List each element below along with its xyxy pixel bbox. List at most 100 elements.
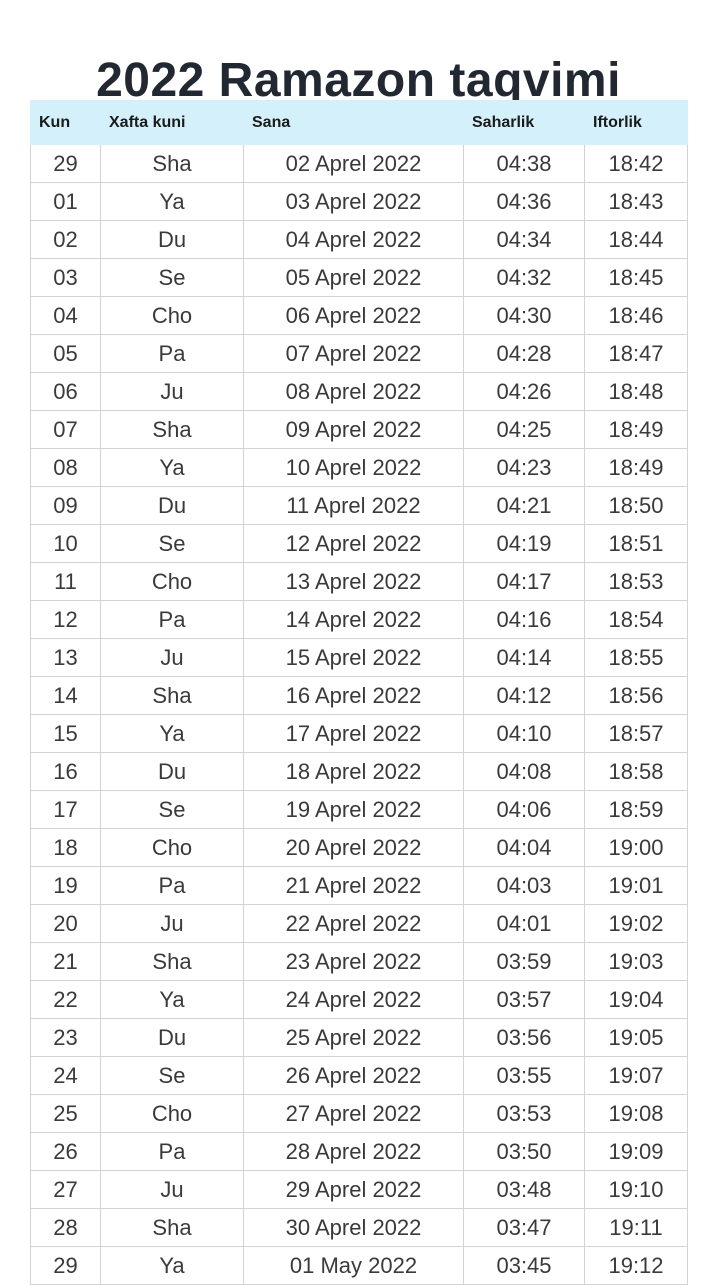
cell-date: 04 Aprel 2022 <box>243 220 464 259</box>
cell-date: 11 Aprel 2022 <box>243 486 464 525</box>
cell-kun: 21 <box>30 942 101 981</box>
cell-kun: 15 <box>30 714 101 753</box>
table-row: 16 Du 18 Aprel 2022 04:08 18:58 <box>30 752 688 791</box>
cell-kun: 02 <box>30 220 101 259</box>
cell-iftorlik: 19:02 <box>584 904 688 943</box>
cell-weekday: Sha <box>100 942 244 981</box>
cell-iftorlik: 19:04 <box>584 980 688 1019</box>
cell-saharlik: 04:06 <box>463 790 585 829</box>
cell-iftorlik: 18:42 <box>584 144 688 183</box>
header-kun: Kun <box>30 100 101 145</box>
cell-kun: 11 <box>30 562 101 601</box>
header-row: Kun Xafta kuni Sana Saharlik Iftorlik <box>30 100 688 145</box>
cell-kun: 10 <box>30 524 101 563</box>
cell-saharlik: 03:47 <box>463 1208 585 1247</box>
cell-kun: 08 <box>30 448 101 487</box>
header-iftorlik: Iftorlik <box>584 100 688 145</box>
cell-kun: 03 <box>30 258 101 297</box>
table-row: 26 Pa 28 Aprel 2022 03:50 19:09 <box>30 1132 688 1171</box>
table-row: 24 Se 26 Aprel 2022 03:55 19:07 <box>30 1056 688 1095</box>
cell-date: 06 Aprel 2022 <box>243 296 464 335</box>
cell-date: 28 Aprel 2022 <box>243 1132 464 1171</box>
cell-iftorlik: 19:10 <box>584 1170 688 1209</box>
table-row: 02 Du 04 Aprel 2022 04:34 18:44 <box>30 220 688 259</box>
table-row: 01 Ya 03 Aprel 2022 04:36 18:43 <box>30 182 688 221</box>
cell-date: 17 Aprel 2022 <box>243 714 464 753</box>
cell-saharlik: 04:01 <box>463 904 585 943</box>
cell-weekday: Ju <box>100 1170 244 1209</box>
cell-kun: 06 <box>30 372 101 411</box>
cell-date: 26 Aprel 2022 <box>243 1056 464 1095</box>
cell-date: 14 Aprel 2022 <box>243 600 464 639</box>
page-title: 2022 Ramazon taqvimi <box>96 54 621 108</box>
table-row: 08 Ya 10 Aprel 2022 04:23 18:49 <box>30 448 688 487</box>
cell-saharlik: 04:16 <box>463 600 585 639</box>
cell-date: 29 Aprel 2022 <box>243 1170 464 1209</box>
cell-saharlik: 04:34 <box>463 220 585 259</box>
cell-saharlik: 04:38 <box>463 144 585 183</box>
table-row: 29 Sha 02 Aprel 2022 04:38 18:42 <box>30 144 688 183</box>
cell-weekday: Du <box>100 1018 244 1057</box>
cell-saharlik: 04:14 <box>463 638 585 677</box>
cell-date: 15 Aprel 2022 <box>243 638 464 677</box>
cell-saharlik: 03:56 <box>463 1018 585 1057</box>
cell-weekday: Ya <box>100 714 244 753</box>
cell-kun: 07 <box>30 410 101 449</box>
cell-weekday: Ya <box>100 1246 244 1285</box>
cell-iftorlik: 19:01 <box>584 866 688 905</box>
cell-iftorlik: 18:53 <box>584 562 688 601</box>
cell-weekday: Sha <box>100 144 244 183</box>
cell-weekday: Sha <box>100 1208 244 1247</box>
cell-date: 19 Aprel 2022 <box>243 790 464 829</box>
cell-weekday: Ju <box>100 638 244 677</box>
cell-iftorlik: 19:03 <box>584 942 688 981</box>
cell-saharlik: 04:17 <box>463 562 585 601</box>
cell-weekday: Cho <box>100 828 244 867</box>
cell-date: 09 Aprel 2022 <box>243 410 464 449</box>
cell-kun: 13 <box>30 638 101 677</box>
cell-kun: 04 <box>30 296 101 335</box>
cell-weekday: Ju <box>100 372 244 411</box>
cell-weekday: Cho <box>100 296 244 335</box>
cell-saharlik: 04:32 <box>463 258 585 297</box>
cell-saharlik: 04:28 <box>463 334 585 373</box>
cell-weekday: Ya <box>100 980 244 1019</box>
table-row: 18 Cho 20 Aprel 2022 04:04 19:00 <box>30 828 688 867</box>
cell-kun: 16 <box>30 752 101 791</box>
cell-kun: 24 <box>30 1056 101 1095</box>
table-row: 05 Pa 07 Aprel 2022 04:28 18:47 <box>30 334 688 373</box>
table-row: 04 Cho 06 Aprel 2022 04:30 18:46 <box>30 296 688 335</box>
cell-date: 27 Aprel 2022 <box>243 1094 464 1133</box>
cell-kun: 27 <box>30 1170 101 1209</box>
cell-saharlik: 03:48 <box>463 1170 585 1209</box>
cell-saharlik: 04:10 <box>463 714 585 753</box>
cell-date: 10 Aprel 2022 <box>243 448 464 487</box>
table-row: 15 Ya 17 Aprel 2022 04:10 18:57 <box>30 714 688 753</box>
cell-weekday: Du <box>100 220 244 259</box>
cell-iftorlik: 18:47 <box>584 334 688 373</box>
cell-date: 12 Aprel 2022 <box>243 524 464 563</box>
cell-saharlik: 04:30 <box>463 296 585 335</box>
cell-iftorlik: 19:12 <box>584 1246 688 1285</box>
cell-kun: 18 <box>30 828 101 867</box>
cell-iftorlik: 18:44 <box>584 220 688 259</box>
table-row: 12 Pa 14 Aprel 2022 04:16 18:54 <box>30 600 688 639</box>
cell-weekday: Du <box>100 486 244 525</box>
cell-iftorlik: 18:49 <box>584 410 688 449</box>
cell-iftorlik: 18:49 <box>584 448 688 487</box>
header-saharlik: Saharlik <box>463 100 585 145</box>
cell-date: 07 Aprel 2022 <box>243 334 464 373</box>
table-row: 28 Sha 30 Aprel 2022 03:47 19:11 <box>30 1208 688 1247</box>
cell-kun: 01 <box>30 182 101 221</box>
cell-date: 01 May 2022 <box>243 1246 464 1285</box>
table-header: Kun Xafta kuni Sana Saharlik Iftorlik <box>30 100 688 145</box>
cell-iftorlik: 19:09 <box>584 1132 688 1171</box>
cell-saharlik: 04:03 <box>463 866 585 905</box>
cell-saharlik: 04:12 <box>463 676 585 715</box>
cell-weekday: Ya <box>100 448 244 487</box>
cell-saharlik: 04:21 <box>463 486 585 525</box>
cell-weekday: Cho <box>100 1094 244 1133</box>
cell-iftorlik: 18:56 <box>584 676 688 715</box>
table-row: 23 Du 25 Aprel 2022 03:56 19:05 <box>30 1018 688 1057</box>
cell-iftorlik: 18:51 <box>584 524 688 563</box>
